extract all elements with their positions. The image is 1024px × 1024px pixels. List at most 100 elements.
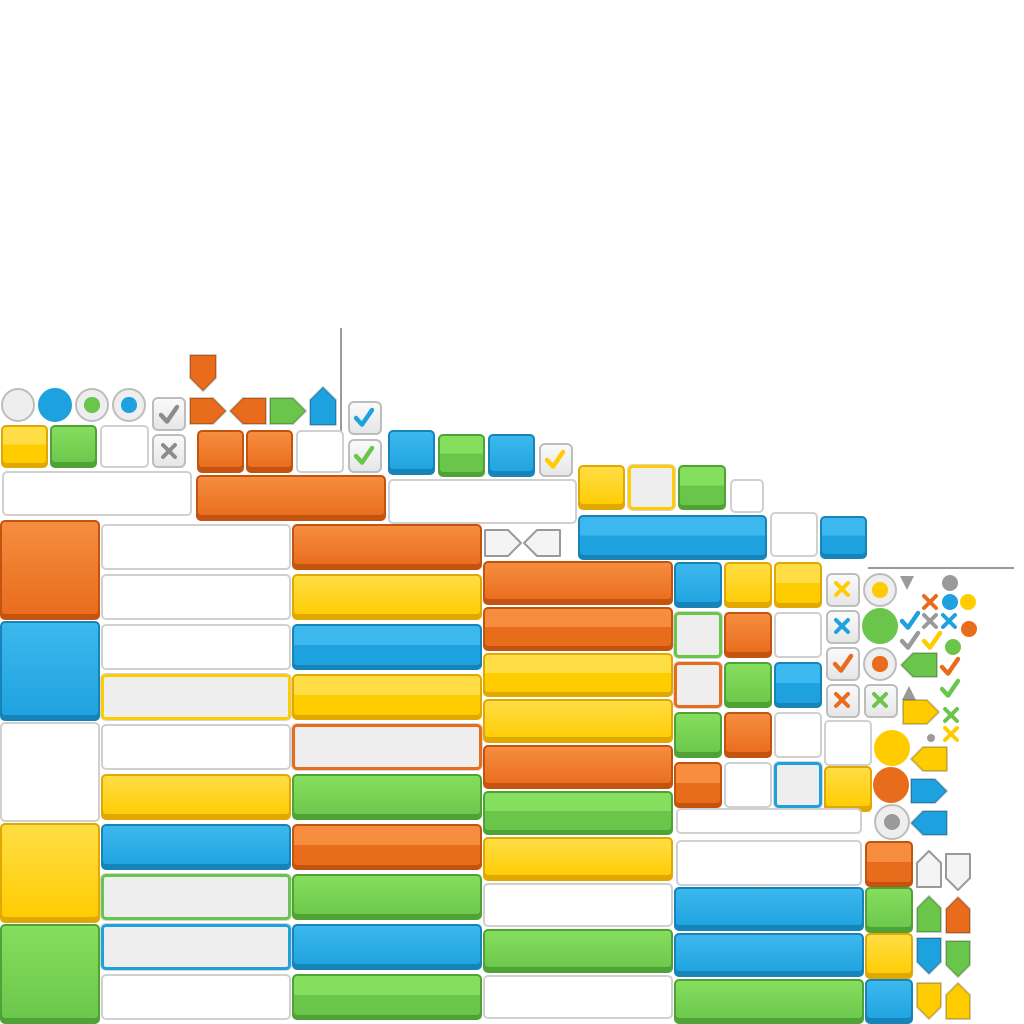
green-outline-frame[interactable] — [101, 874, 291, 920]
white-flat-panel[interactable] — [101, 524, 291, 570]
green-button[interactable] — [724, 662, 772, 708]
yellow-button[interactable] — [724, 562, 772, 608]
green-button[interactable] — [292, 874, 482, 920]
orange-button-pressed[interactable] — [674, 762, 722, 808]
yellow-button[interactable] — [0, 823, 100, 923]
radio-icon[interactable] — [874, 730, 910, 766]
green-button[interactable] — [50, 425, 97, 468]
orange-outline-frame[interactable] — [292, 724, 482, 770]
blue-button[interactable] — [674, 562, 722, 608]
green-button-pressed[interactable] — [292, 974, 482, 1020]
yellow-outline-frame[interactable] — [101, 674, 291, 720]
blue-button-pressed[interactable] — [774, 662, 822, 708]
green-button[interactable] — [0, 924, 100, 1024]
yellow-outline-frame[interactable] — [628, 465, 675, 510]
orange-button-pressed[interactable] — [483, 607, 673, 651]
yellow-button-pressed[interactable] — [774, 562, 822, 608]
yellow-button[interactable] — [824, 766, 872, 812]
green-button[interactable] — [292, 774, 482, 820]
orange-button-pressed[interactable] — [292, 824, 482, 870]
orange-button[interactable] — [0, 520, 100, 620]
blue-button[interactable] — [674, 933, 864, 977]
yellow-button-pressed[interactable] — [1, 425, 48, 468]
white-flat-panel[interactable] — [774, 712, 822, 758]
white-flat-panel[interactable] — [483, 975, 673, 1019]
blue-button-pressed[interactable] — [820, 516, 867, 559]
white-flat-panel[interactable] — [770, 512, 818, 557]
blue-outline-frame[interactable] — [774, 762, 822, 808]
white-flat-panel[interactable] — [724, 762, 772, 808]
arrow-up-icon — [309, 386, 337, 426]
radio-icon[interactable] — [862, 608, 898, 644]
white-flat-panel[interactable] — [296, 430, 344, 473]
radio-icon[interactable] — [38, 388, 72, 422]
white-flat-panel[interactable] — [0, 722, 100, 822]
white-flat-panel[interactable] — [100, 425, 149, 468]
white-flat-panel[interactable] — [101, 624, 291, 670]
orange-outline-frame[interactable] — [674, 662, 722, 708]
green-button[interactable] — [483, 929, 673, 973]
white-flat-panel[interactable] — [101, 974, 291, 1020]
blue-button[interactable] — [488, 434, 535, 477]
radio-icon[interactable] — [863, 647, 897, 681]
radio-icon[interactable] — [873, 767, 909, 803]
white-flat-panel[interactable] — [824, 720, 872, 766]
green-button[interactable] — [674, 712, 722, 758]
green-button[interactable] — [865, 887, 913, 933]
orange-button[interactable] — [196, 475, 386, 521]
radio-icon[interactable] — [874, 804, 910, 840]
checkbox[interactable] — [826, 647, 860, 681]
arrow-left-icon — [910, 810, 948, 836]
yellow-button[interactable] — [578, 465, 625, 510]
orange-button[interactable] — [483, 561, 673, 605]
orange-button[interactable] — [483, 745, 673, 789]
white-flat-panel[interactable] — [774, 612, 822, 658]
arrow-down-icon — [916, 982, 942, 1020]
green-button[interactable] — [674, 979, 864, 1024]
white-flat-panel[interactable] — [388, 479, 577, 524]
orange-button[interactable] — [246, 430, 293, 473]
orange-button[interactable] — [724, 612, 772, 658]
radio-icon[interactable] — [75, 388, 109, 422]
checkbox[interactable] — [826, 573, 860, 607]
orange-button-pressed[interactable] — [865, 841, 913, 887]
blue-button-pressed[interactable] — [578, 515, 767, 560]
yellow-button-pressed[interactable] — [292, 674, 482, 720]
checkbox[interactable] — [152, 397, 186, 431]
blue-outline-frame[interactable] — [101, 924, 291, 970]
white-flat-panel[interactable] — [676, 840, 862, 886]
radio-icon[interactable] — [1, 388, 35, 422]
blue-button[interactable] — [865, 979, 913, 1024]
green-button-pressed[interactable] — [483, 791, 673, 835]
yellow-button-pressed[interactable] — [483, 653, 673, 697]
orange-button[interactable] — [724, 712, 772, 758]
orange-button[interactable] — [292, 524, 482, 570]
blue-button[interactable] — [292, 924, 482, 970]
radio-dot-icon — [84, 397, 100, 413]
checkbox[interactable] — [826, 610, 860, 644]
white-flat-panel[interactable] — [2, 471, 192, 516]
green-button-pressed[interactable] — [438, 434, 485, 477]
blue-button-pressed[interactable] — [292, 624, 482, 670]
blue-button[interactable] — [0, 621, 100, 721]
white-flat-panel[interactable] — [730, 479, 764, 513]
yellow-button[interactable] — [292, 574, 482, 620]
yellow-button[interactable] — [865, 933, 913, 979]
blue-button[interactable] — [388, 430, 435, 475]
arrow-down-icon — [945, 940, 971, 978]
white-flat-panel[interactable] — [483, 883, 673, 927]
green-button-pressed[interactable] — [678, 465, 726, 510]
white-flat-panel[interactable] — [101, 724, 291, 770]
green-outline-frame[interactable] — [674, 612, 722, 658]
orange-button[interactable] — [197, 430, 244, 473]
blue-button[interactable] — [674, 887, 864, 931]
blue-button[interactable] — [101, 824, 291, 870]
yellow-button[interactable] — [483, 699, 673, 743]
yellow-button[interactable] — [101, 774, 291, 820]
check-icon — [899, 610, 921, 630]
radio-dot-icon — [872, 582, 888, 598]
white-flat-panel[interactable] — [676, 808, 862, 834]
yellow-button[interactable] — [483, 837, 673, 881]
cross-icon — [943, 726, 959, 742]
white-flat-panel[interactable] — [101, 574, 291, 620]
